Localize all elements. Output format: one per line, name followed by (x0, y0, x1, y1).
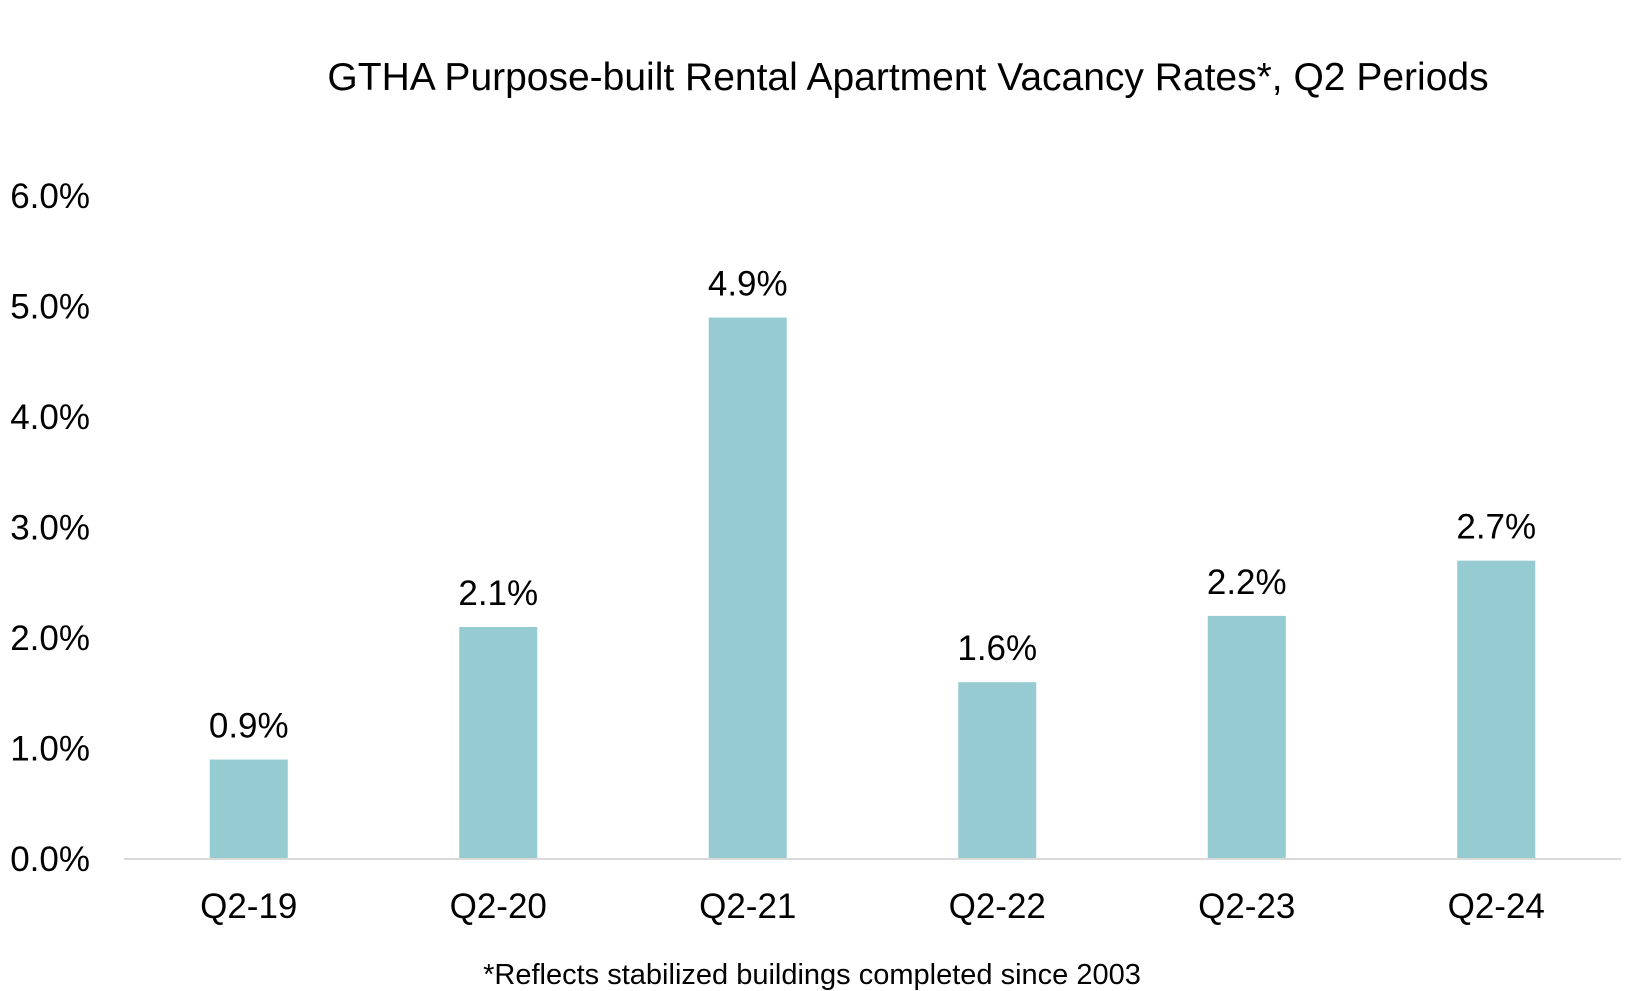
bar-data-label: 2.2% (1207, 563, 1287, 602)
bar (958, 682, 1037, 859)
x-axis-category-labels: Q2-19 Q2-20 Q2-21 Q2-22 Q2-23 Q2-24 (200, 887, 1545, 926)
bar (209, 759, 288, 859)
y-tick-label: 2.0% (10, 619, 90, 658)
bar (1207, 615, 1286, 859)
x-category-label: Q2-20 (450, 887, 547, 926)
bar-data-label: 2.7% (1456, 508, 1536, 547)
data-labels: 0.9% 2.1% 4.9% 1.6% 2.2% 2.7% (209, 265, 1536, 746)
bar (708, 317, 787, 859)
y-tick-label: 5.0% (10, 288, 90, 327)
bar-data-label: 2.1% (458, 574, 538, 613)
bar (1457, 560, 1536, 859)
bar-data-label: 0.9% (209, 707, 289, 746)
x-category-label: Q2-23 (1198, 887, 1295, 926)
x-category-label: Q2-19 (200, 887, 297, 926)
bar (459, 626, 538, 859)
bar-data-label: 4.9% (708, 265, 788, 304)
x-category-label: Q2-22 (949, 887, 1046, 926)
x-category-label: Q2-24 (1448, 887, 1545, 926)
chart-footnote: *Reflects stabilized buildings completed… (483, 959, 1141, 991)
y-tick-label: 0.0% (10, 840, 90, 879)
y-tick-label: 6.0% (10, 177, 90, 216)
chart-title: GTHA Purpose-built Rental Apartment Vaca… (327, 56, 1488, 99)
y-tick-label: 1.0% (10, 730, 90, 769)
y-tick-label: 4.0% (10, 398, 90, 437)
y-axis-tick-labels: 0.0% 1.0% 2.0% 3.0% 4.0% 5.0% 6.0% (10, 177, 90, 879)
x-category-label: Q2-21 (699, 887, 796, 926)
y-tick-label: 3.0% (10, 509, 90, 548)
bar-series (209, 317, 1536, 859)
bar-data-label: 1.6% (957, 629, 1037, 668)
